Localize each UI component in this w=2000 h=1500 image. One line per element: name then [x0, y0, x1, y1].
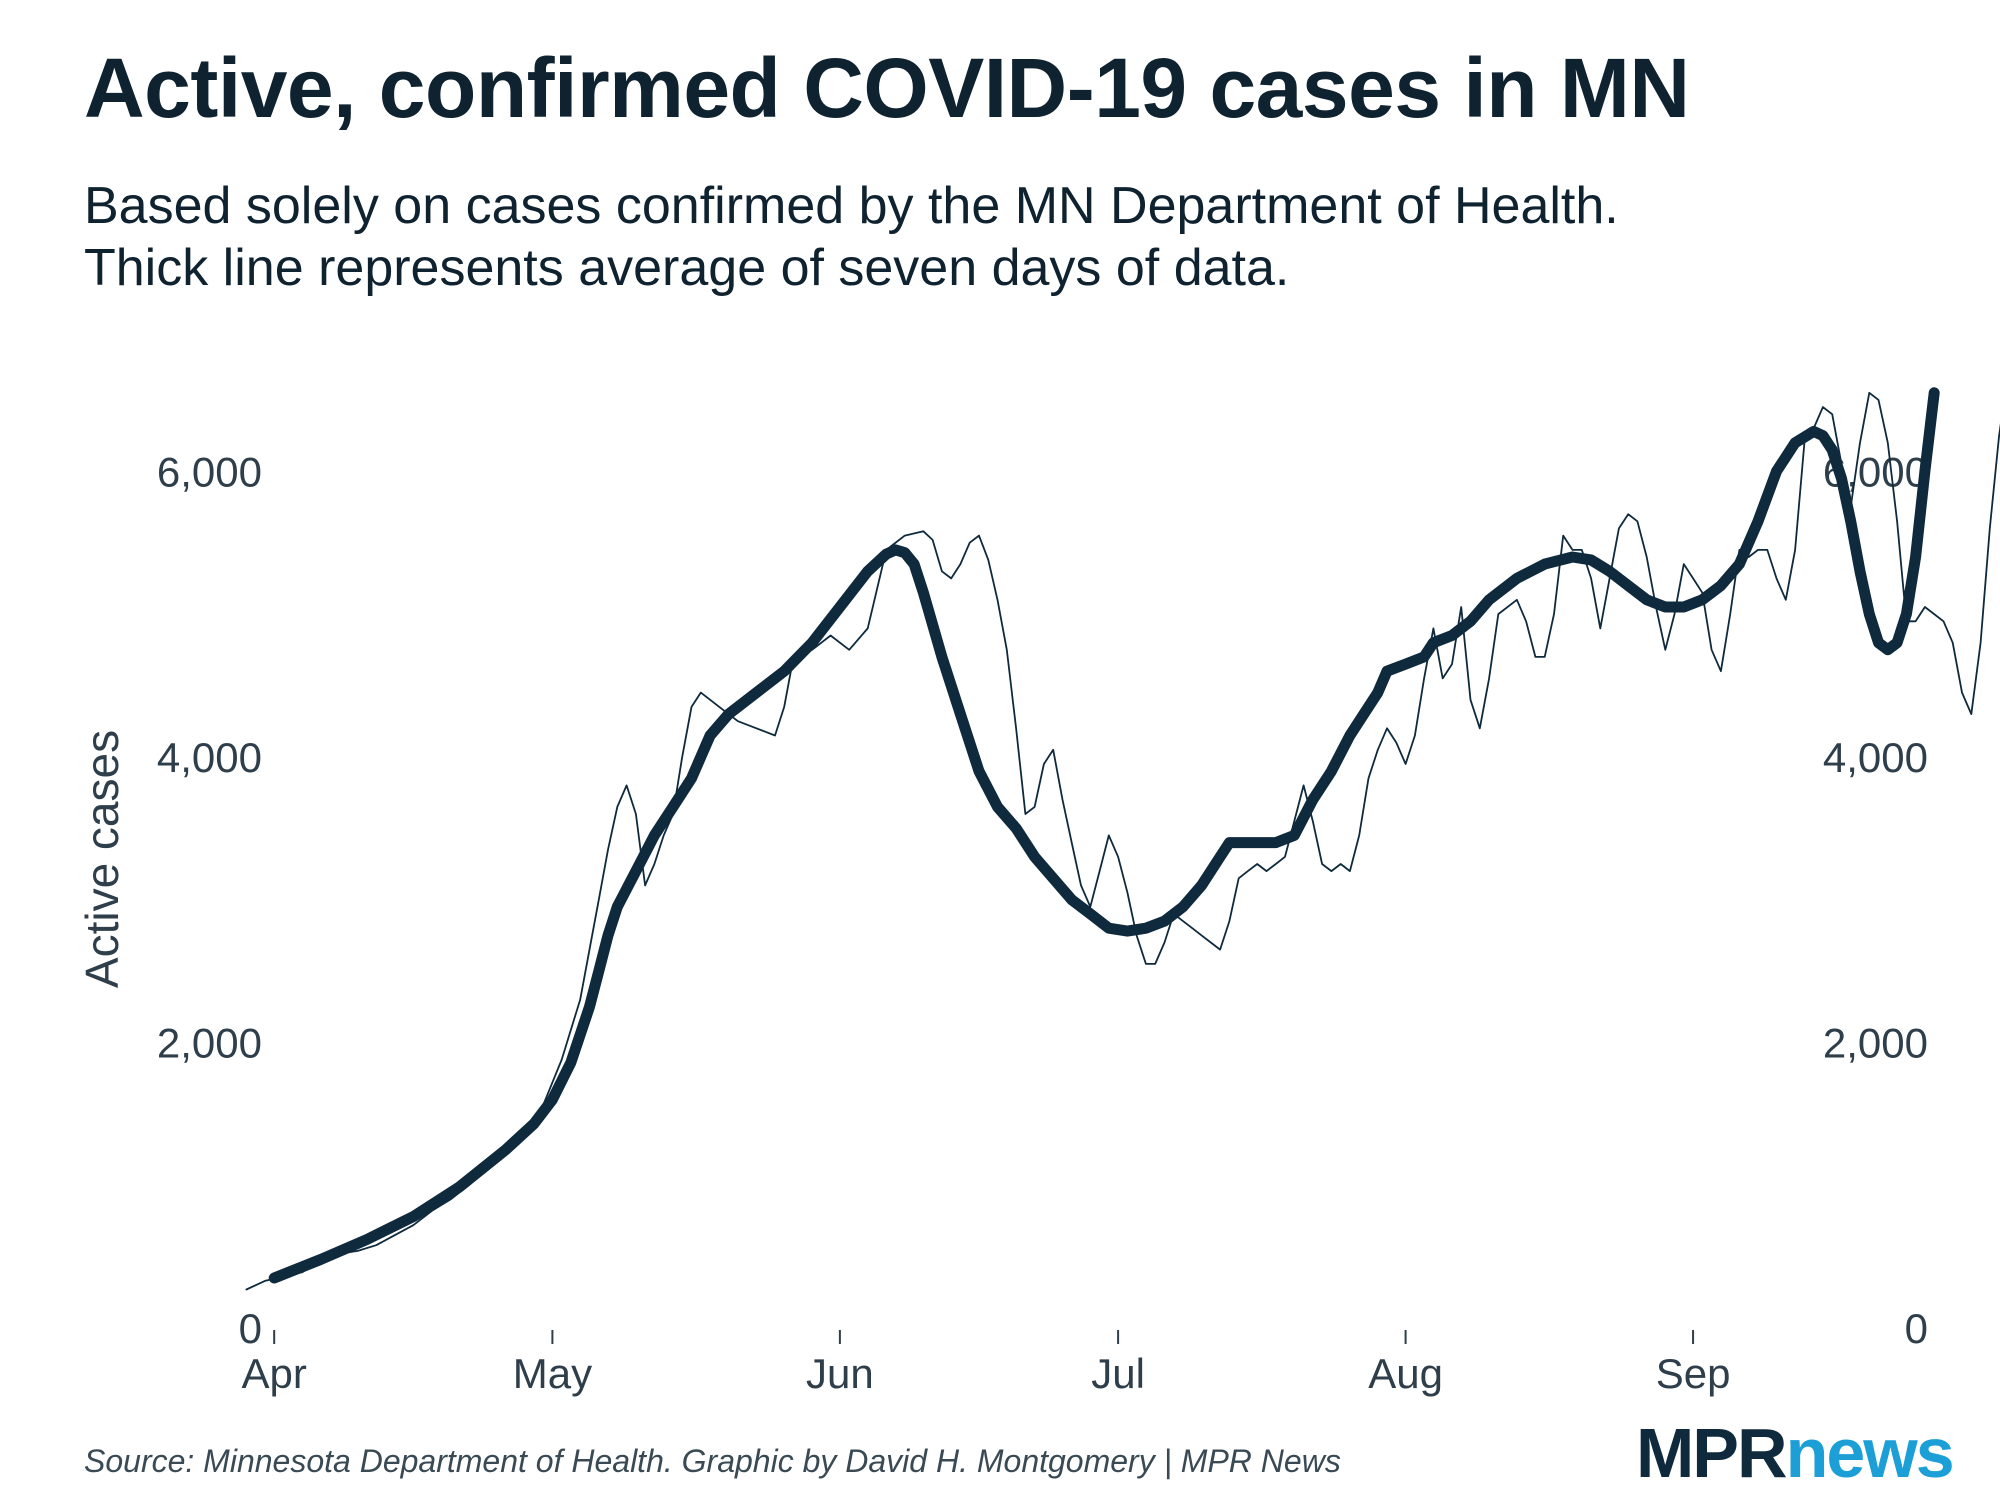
y-tick-label-right: 0	[1905, 1305, 1928, 1352]
x-tick-label: Sep	[1656, 1350, 1731, 1397]
y-tick-label-left: 2,000	[157, 1019, 262, 1066]
chart-subtitle: Based solely on cases confirmed by the M…	[84, 175, 1619, 299]
x-tick-label: Apr	[242, 1350, 307, 1397]
x-tick-label: Jun	[806, 1350, 874, 1397]
x-axis: Apr May Jun Jul Aug Sep	[242, 1330, 1731, 1397]
page-title: Active, confirmed COVID-19 cases in MN	[84, 41, 1690, 135]
seven-day-average-line	[268, 387, 1940, 1284]
y-tick-label-right: 2,000	[1823, 1019, 1928, 1066]
subtitle-line-1: Based solely on cases confirmed by the M…	[84, 177, 1619, 235]
x-tick-label: May	[513, 1350, 592, 1397]
y-axis-label: Active cases	[76, 730, 128, 988]
daily-active-cases-line	[245, 391, 2000, 1291]
y-tick-label-left: 0	[239, 1305, 262, 1352]
y-tick-label-left: 6,000	[157, 448, 262, 495]
y-tick-label-left: 4,000	[157, 734, 262, 781]
logo-news-text: news	[1785, 1414, 1955, 1492]
x-tick-label: Jul	[1091, 1350, 1145, 1397]
subtitle-line-2: Thick line represents average of seven d…	[84, 239, 1290, 297]
logo-mpr-text: MPR	[1636, 1414, 1788, 1492]
series-group	[245, 387, 2000, 1291]
source-note: Source: Minnesota Department of Health. …	[84, 1443, 1341, 1479]
mpr-news-logo: MPRnews	[1636, 1418, 1955, 1488]
y-axis-left: 0 2,000 4,000 6,000	[157, 448, 262, 1352]
x-tick-label: Aug	[1368, 1350, 1443, 1397]
y-tick-label-right: 4,000	[1823, 734, 1928, 781]
